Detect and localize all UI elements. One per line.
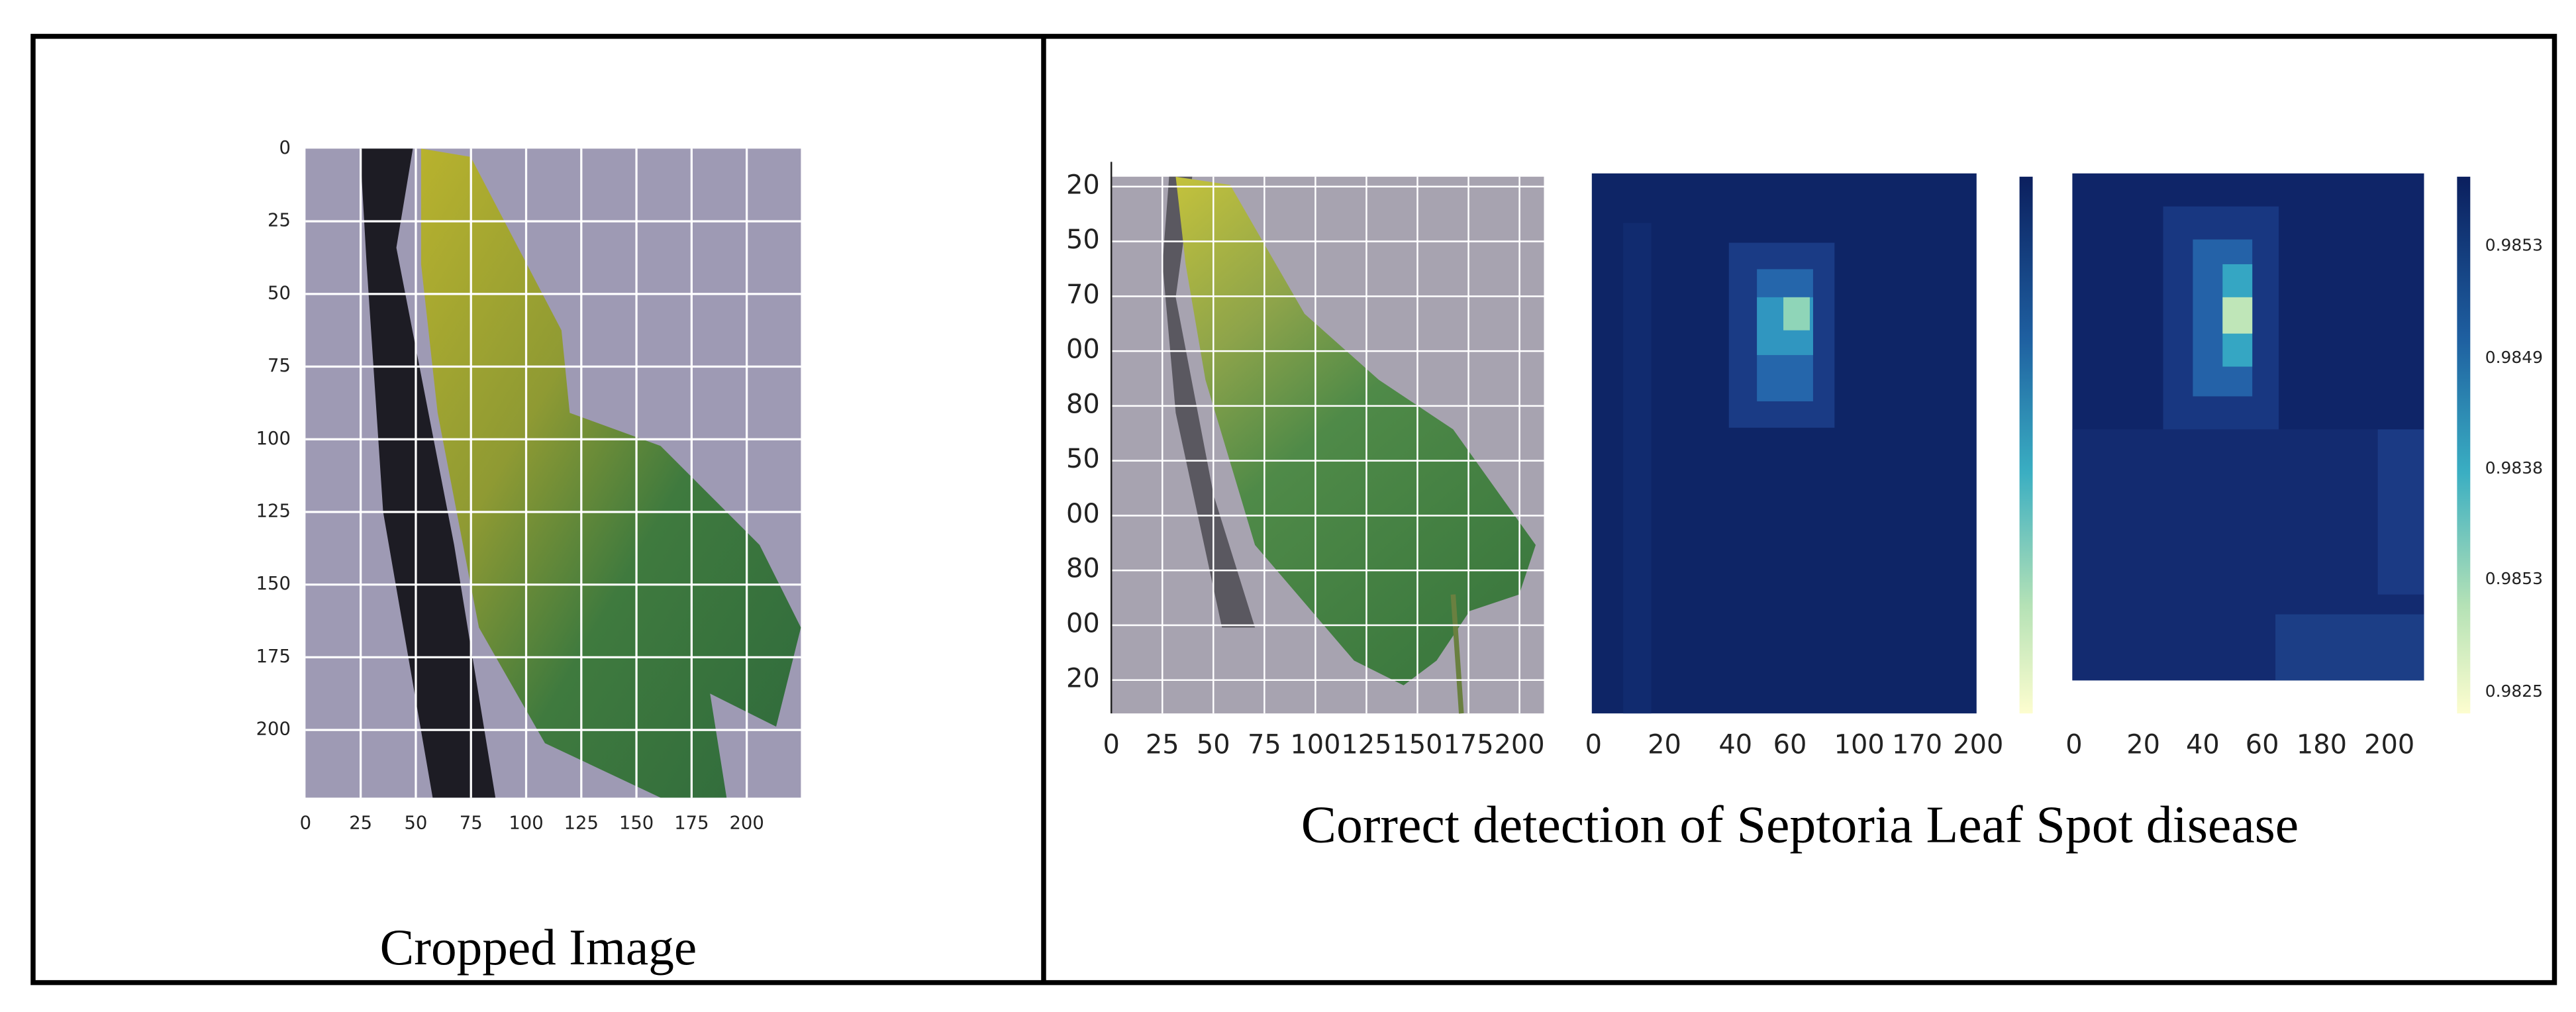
tick-label: 0 bbox=[1103, 730, 1120, 760]
tick-label: 20 bbox=[1066, 170, 1100, 200]
image-grid bbox=[1111, 176, 1544, 714]
tick-label: 80 bbox=[1066, 389, 1100, 419]
tick-label: 125 bbox=[1341, 730, 1391, 760]
tick-label: 25 bbox=[268, 211, 291, 231]
tick-label: 125 bbox=[256, 501, 291, 521]
tick-label: 0 bbox=[279, 138, 291, 158]
colorbar bbox=[2457, 176, 2471, 714]
tick-label: 20 bbox=[1066, 663, 1100, 693]
tick-label: 200 bbox=[256, 719, 291, 740]
tick-label: 175 bbox=[1443, 730, 1493, 760]
tick-label: 125 bbox=[564, 813, 599, 834]
tick-label: 150 bbox=[619, 813, 654, 834]
tick-label: 100 bbox=[509, 813, 543, 834]
tick-label: 200 bbox=[1953, 730, 2003, 760]
tick-label: 00 bbox=[1066, 334, 1100, 365]
tick-label: 0.9849 bbox=[2485, 348, 2543, 367]
colorbar bbox=[2019, 176, 2033, 714]
tick-label: 0.9825 bbox=[2485, 682, 2543, 701]
tick-label: 200 bbox=[729, 813, 764, 834]
tick-label: 50 bbox=[1066, 225, 1100, 255]
tick-label: 20 bbox=[1648, 730, 1681, 760]
tick-label: 0 bbox=[2065, 730, 2082, 760]
tick-label: 80 bbox=[1066, 554, 1100, 584]
tick-label: 50 bbox=[268, 283, 291, 303]
tick-label: 75 bbox=[268, 356, 291, 376]
tick-label: 100 bbox=[1834, 730, 1885, 760]
tick-label: 0.9838 bbox=[2485, 458, 2543, 478]
detection-image bbox=[1111, 176, 1544, 714]
tick-label: 75 bbox=[460, 813, 483, 834]
tick-label: 0.9853 bbox=[2485, 236, 2543, 255]
tick-label: 00 bbox=[1066, 609, 1100, 639]
tick-label: 40 bbox=[2186, 730, 2220, 760]
tick-label: 100 bbox=[1290, 730, 1340, 760]
tick-label: 40 bbox=[1718, 730, 1752, 760]
tick-label: 00 bbox=[1066, 499, 1100, 529]
tick-label: 70 bbox=[1066, 279, 1100, 310]
tick-label: 0 bbox=[1585, 730, 1602, 760]
tick-label: 60 bbox=[2246, 730, 2279, 760]
tick-label: 150 bbox=[256, 574, 291, 594]
tick-label: 175 bbox=[674, 813, 709, 834]
caption: Correct detection of Septoria Leaf Spot … bbox=[1301, 796, 2299, 854]
heatmap bbox=[1591, 173, 1977, 714]
tick-label: 20 bbox=[2126, 730, 2160, 760]
tick-label: 25 bbox=[1146, 730, 1179, 760]
tick-label: 50 bbox=[1197, 730, 1230, 760]
tick-label: 170 bbox=[1892, 730, 1942, 760]
tick-label: 150 bbox=[1392, 730, 1442, 760]
tick-label: 0.9853 bbox=[2485, 569, 2543, 588]
frame bbox=[30, 34, 2557, 986]
tick-label: 200 bbox=[2364, 730, 2414, 760]
image-grid bbox=[305, 148, 801, 798]
tick-label: 175 bbox=[256, 646, 291, 667]
tick-label: 0 bbox=[300, 813, 311, 834]
cropped-image bbox=[305, 148, 801, 798]
tick-label: 25 bbox=[349, 813, 372, 834]
heatmap bbox=[2072, 173, 2424, 681]
caption: Cropped Image bbox=[380, 919, 697, 976]
tick-label: 200 bbox=[1495, 730, 1545, 760]
tick-label: 60 bbox=[1773, 730, 1807, 760]
tick-label: 75 bbox=[1248, 730, 1281, 760]
tick-label: 100 bbox=[256, 429, 291, 449]
tick-label: 180 bbox=[2297, 730, 2347, 760]
tick-label: 50 bbox=[1066, 444, 1100, 474]
tick-label: 50 bbox=[405, 813, 428, 834]
